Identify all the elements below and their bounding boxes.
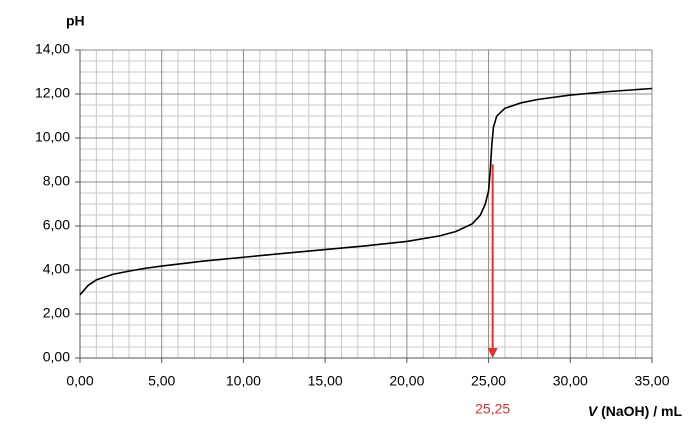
y-tick-label: 10,00 [35,129,70,145]
x-tick-label: 35,00 [634,373,669,389]
y-tick-label: 8,00 [43,173,70,189]
y-tick-label: 12,00 [35,85,70,101]
x-tick-label: 30,00 [553,373,588,389]
annotation-arrowhead [487,348,498,358]
y-axis-label: pH [66,13,85,29]
y-tick-label: 4,00 [43,261,70,277]
titration-curve [79,87,653,296]
y-tick-label: 2,00 [43,305,70,321]
x-tick-label: 0,00 [66,373,93,389]
annotation-label: 25,25 [475,401,510,417]
x-tick-label: 10,00 [226,373,261,389]
y-tick-label: 14,00 [35,41,70,57]
x-tick-label: 20,00 [389,373,424,389]
x-axis-label-var: V [588,403,599,419]
x-tick-label: 15,00 [308,373,343,389]
y-tick-label: 0,00 [43,349,70,365]
x-tick-label: 25,00 [471,373,506,389]
x-axis-label-unit: (NaOH) / mL [597,403,682,419]
x-axis-label: V (NaOH) / mL [588,403,683,419]
x-tick-label: 5,00 [148,373,175,389]
y-tick-label: 6,00 [43,217,70,233]
